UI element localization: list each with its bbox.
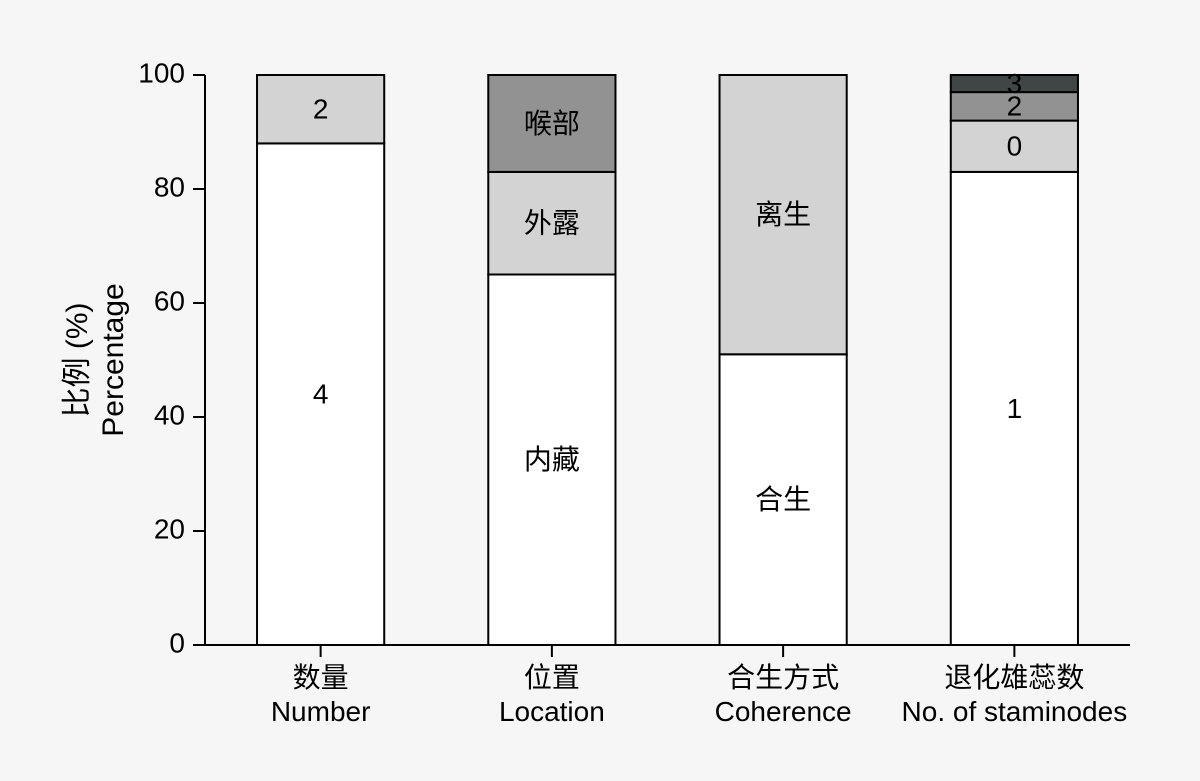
- chart-container: 0 20 40 60 80 100 比例 (%)Percentage 4 2 数量Number 内藏…: [0, 0, 1200, 781]
- bar-segment-label: 4: [313, 379, 329, 410]
- y-tick-label: 80: [154, 171, 185, 202]
- bar-segment-label: 内藏: [524, 444, 580, 475]
- x-axis-label-cn: 合生方式: [727, 662, 839, 693]
- bar-segment-label: 离生: [755, 199, 811, 230]
- x-axis-label-cn: 位置: [524, 662, 580, 693]
- x-axis-label-en: Coherence: [715, 696, 852, 727]
- bar-segment-label: 喉部: [524, 108, 580, 139]
- bar-segment-label: 2: [313, 94, 329, 125]
- y-axis-label-cn: 比例 (%): [61, 303, 94, 418]
- bar-segment-label: 3: [1007, 68, 1023, 99]
- bar-segment-label: 外露: [524, 208, 580, 239]
- y-tick-label: 100: [138, 57, 185, 88]
- y-tick-label: 40: [154, 399, 185, 430]
- x-axis-label-cn: 退化雄蕊数: [944, 662, 1084, 693]
- y-tick-label: 0: [169, 627, 185, 658]
- y-tick-label: 20: [154, 513, 185, 544]
- y-tick-label: 60: [154, 285, 185, 316]
- y-axis-label-en: Percentage: [97, 283, 130, 436]
- x-axis-label-en: Location: [499, 696, 605, 727]
- bar-segment-label: 合生: [755, 484, 811, 515]
- bar-segment-label: 1: [1007, 393, 1023, 424]
- bar-segment-label: 0: [1007, 131, 1023, 162]
- stacked-bar-chart: 0 20 40 60 80 100 比例 (%)Percentage 4 2 数量Number 内藏…: [0, 0, 1200, 781]
- x-axis-label-cn: 数量: [293, 662, 349, 693]
- x-axis-label-en: No. of staminodes: [902, 696, 1128, 727]
- x-axis-label-en: Number: [271, 696, 371, 727]
